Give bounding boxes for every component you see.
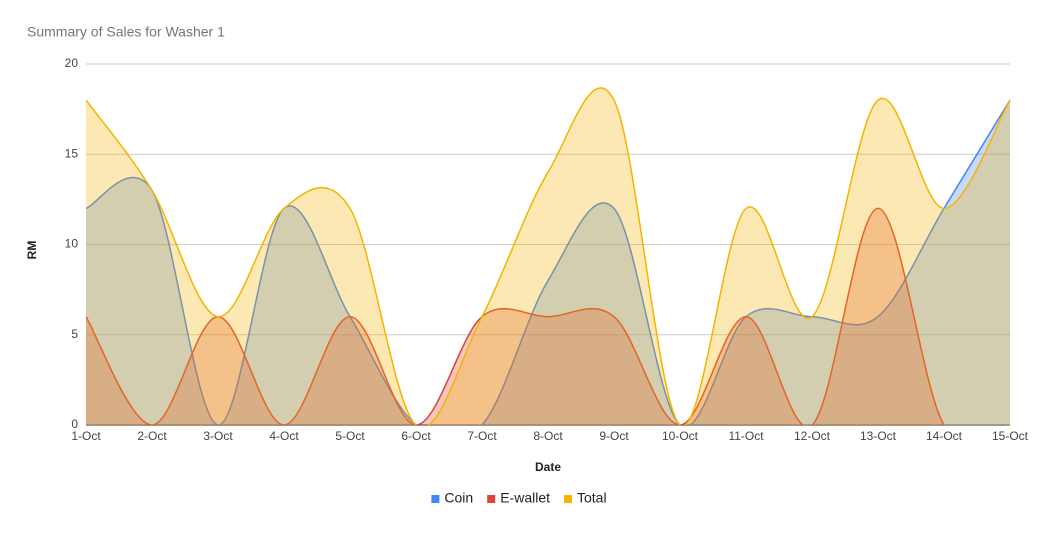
legend-label: E-wallet (500, 490, 550, 506)
x-axis-label: Date (535, 460, 561, 474)
y-tick-label: 10 (65, 237, 79, 251)
plot-area (86, 87, 1011, 425)
y-tick-label: 20 (65, 56, 79, 70)
x-tick-label: 8-Oct (533, 429, 563, 443)
x-tick-label: 5-Oct (335, 429, 365, 443)
area (86, 100, 1010, 425)
line (86, 207, 1010, 425)
x-tick-label: 3-Oct (203, 429, 233, 443)
x-tick-label: 9-Oct (599, 429, 629, 443)
y-axis-label: RM (25, 241, 39, 260)
x-tick-label: 6-Oct (401, 429, 431, 443)
x-tick-label: 2-Oct (137, 429, 167, 443)
y-tick-label: 15 (65, 146, 79, 160)
x-tick-label: 13-Oct (860, 429, 897, 443)
y-tick-label: 5 (71, 327, 78, 341)
chart-title: Summary of Sales for Washer 1 (27, 24, 225, 40)
x-tick-label: 12-Oct (794, 429, 831, 443)
line (86, 87, 1011, 425)
legend-swatch (431, 495, 440, 503)
legend-swatch (564, 495, 573, 503)
x-tick-label: 4-Oct (269, 429, 299, 443)
legend-label: Coin (444, 490, 473, 506)
x-tick-label: 1-Oct (71, 429, 101, 443)
y-tick-label: 0 (71, 417, 78, 431)
x-tick-label: 11-Oct (728, 429, 764, 443)
x-tick-label: 7-Oct (467, 429, 497, 443)
x-tick-label: 14-Oct (926, 429, 963, 443)
x-tick-label: 15-Oct (992, 429, 1029, 443)
legend-label: Total (577, 490, 607, 506)
legend-swatch (487, 495, 496, 503)
x-tick-label: 10-Oct (662, 429, 699, 443)
area (86, 88, 1010, 425)
